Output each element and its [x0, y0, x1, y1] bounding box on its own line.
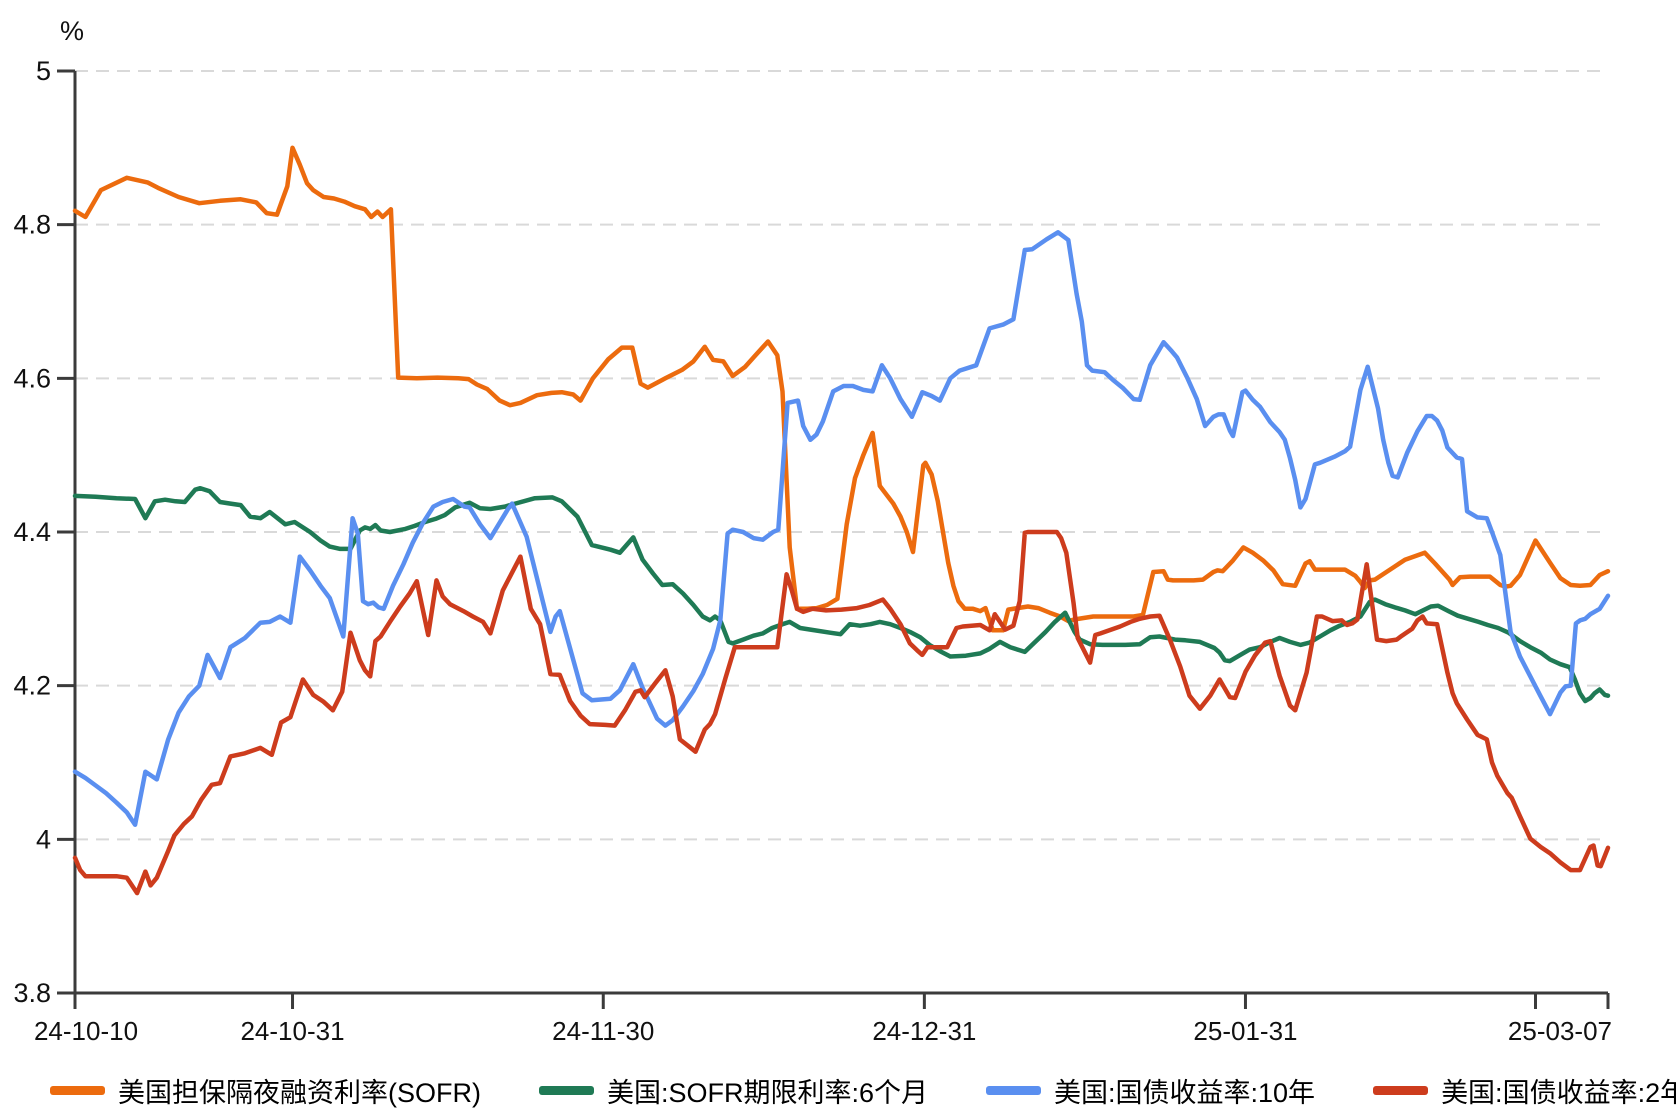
legend-item-term-sofr-6m[interactable]: 美国:SOFR期限利率:6个月 — [538, 1071, 929, 1110]
y-tick-label: 4.4 — [13, 517, 51, 547]
legend-item-sofr[interactable]: 美国担保隔夜融资利率(SOFR) — [50, 1071, 481, 1110]
treasury-2y-line-swatch-icon — [1373, 1085, 1429, 1095]
series-line-1 — [72, 485, 1611, 704]
legend-item-treasury-2y[interactable]: 美国:国债收益率:2年 — [1373, 1071, 1676, 1110]
series-line-2 — [72, 230, 1611, 827]
x-tick-label: 24-11-30 — [552, 1016, 654, 1046]
y-tick-label: 4.8 — [13, 210, 51, 240]
legend-label-sofr: 美国担保隔夜融资利率(SOFR) — [118, 1077, 481, 1108]
legend-label-term-sofr-6m: 美国:SOFR期限利率:6个月 — [606, 1077, 929, 1108]
legend-item-treasury-10y[interactable]: 美国:国债收益率:10年 — [986, 1071, 1315, 1110]
term-sofr-6m-line-swatch-icon — [538, 1085, 594, 1095]
chart-legend: 美国担保隔夜融资利率(SOFR) 美国:SOFR期限利率:6个月 美国:国债收益… — [0, 1068, 1676, 1112]
y-tick-label: 4.2 — [13, 671, 51, 701]
sofr-line-swatch-icon — [50, 1085, 105, 1095]
y-tick-label: 4 — [36, 824, 51, 854]
y-tick-label: 3.8 — [13, 978, 51, 1008]
y-axis-unit-label: % — [60, 16, 84, 46]
x-tick-label: 24-10-10 — [34, 1016, 138, 1046]
legend-label-treasury-10y: 美国:国债收益率:10年 — [1054, 1077, 1316, 1108]
treasury-10y-line-swatch-icon — [986, 1085, 1042, 1095]
series-line-3 — [72, 529, 1611, 896]
x-tick-label: 25-01-31 — [1193, 1016, 1297, 1046]
x-tick-label: 25-03-07 — [1508, 1016, 1612, 1046]
legend-label-treasury-2y: 美国:国债收益率:2年 — [1441, 1077, 1676, 1108]
x-tick-label: 24-12-31 — [872, 1016, 976, 1046]
y-tick-label: 4.6 — [13, 363, 51, 393]
y-tick-label: 5 — [36, 56, 51, 86]
line-chart-canvas: 3.8 4 4.2 4.4 4.6 4.8 5% 24-10-10 24-10-31 24-11-… — [13, 16, 1612, 1046]
x-tick-label: 24-10-31 — [240, 1016, 344, 1046]
